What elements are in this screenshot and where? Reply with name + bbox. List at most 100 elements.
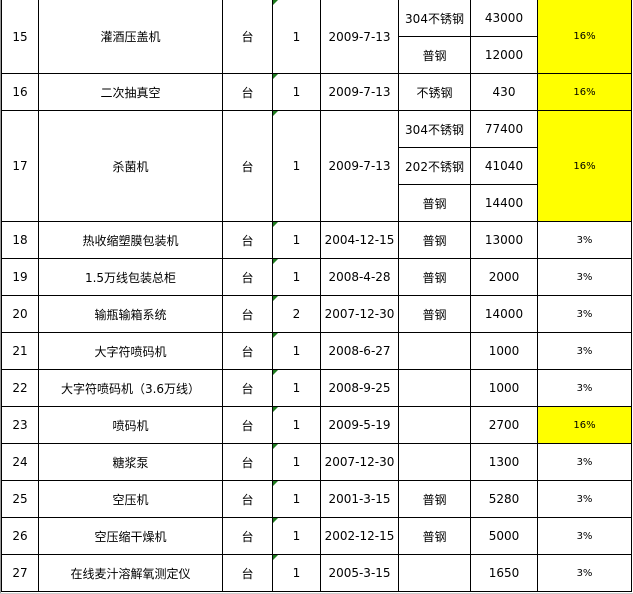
cell-value[interactable]: 77400 [470, 110, 538, 148]
cell-equipment-name[interactable]: 灌酒压盖机 [38, 0, 223, 74]
cell-equipment-name[interactable]: 糖浆泵 [38, 443, 223, 481]
cell-value[interactable]: 14400 [470, 184, 538, 222]
cell-material[interactable]: 不锈钢 [398, 73, 471, 111]
cell-unit[interactable]: 台 [222, 406, 273, 444]
cell-unit[interactable]: 台 [222, 0, 273, 74]
cell-material[interactable]: 普钢 [398, 258, 471, 296]
cell-rate[interactable]: 16% [537, 0, 632, 74]
cell-unit[interactable]: 台 [222, 110, 273, 222]
cell-quantity[interactable]: 1 [272, 0, 321, 74]
cell-quantity[interactable]: 1 [272, 221, 321, 259]
cell-equipment-name[interactable]: 喷码机 [38, 406, 223, 444]
cell-date[interactable]: 2009-5-19 [320, 406, 399, 444]
cell-unit[interactable]: 台 [222, 73, 273, 111]
cell-quantity[interactable]: 1 [272, 480, 321, 518]
cell-index[interactable]: 15 [1, 0, 39, 74]
cell-index[interactable]: 23 [1, 406, 39, 444]
cell-equipment-name[interactable]: 大字符喷码机（3.6万线） [38, 369, 223, 407]
cell-material[interactable]: 304不锈钢 [398, 0, 471, 37]
cell-index[interactable]: 27 [1, 554, 39, 592]
cell-material[interactable] [398, 369, 471, 407]
cell-value[interactable]: 1650 [470, 554, 538, 592]
cell-date[interactable]: 2008-4-28 [320, 258, 399, 296]
cell-equipment-name[interactable]: 在线麦汁溶解氧测定仪 [38, 554, 223, 592]
cell-value[interactable]: 2700 [470, 406, 538, 444]
cell-rate[interactable]: 3% [537, 480, 632, 518]
cell-material[interactable]: 202不锈钢 [398, 147, 471, 185]
cell-date[interactable]: 2002-12-15 [320, 517, 399, 555]
cell-equipment-name[interactable]: 空压机 [38, 480, 223, 518]
cell-rate[interactable]: 3% [537, 295, 632, 333]
cell-material[interactable]: 普钢 [398, 221, 471, 259]
cell-index[interactable]: 26 [1, 517, 39, 555]
cell-unit[interactable]: 台 [222, 369, 273, 407]
cell-quantity[interactable]: 1 [272, 332, 321, 370]
cell-material[interactable] [398, 443, 471, 481]
cell-index[interactable]: 21 [1, 332, 39, 370]
cell-quantity[interactable]: 1 [272, 517, 321, 555]
cell-index[interactable]: 17 [1, 110, 39, 222]
cell-index[interactable]: 25 [1, 480, 39, 518]
cell-unit[interactable]: 台 [222, 295, 273, 333]
cell-unit[interactable]: 台 [222, 554, 273, 592]
cell-material[interactable]: 普钢 [398, 295, 471, 333]
cell-quantity[interactable]: 1 [272, 258, 321, 296]
cell-unit[interactable]: 台 [222, 258, 273, 296]
cell-unit[interactable]: 台 [222, 221, 273, 259]
cell-date[interactable]: 2008-6-27 [320, 332, 399, 370]
cell-value[interactable]: 430 [470, 73, 538, 111]
cell-material[interactable]: 普钢 [398, 517, 471, 555]
cell-material[interactable] [398, 332, 471, 370]
cell-material[interactable] [398, 406, 471, 444]
cell-material[interactable] [398, 554, 471, 592]
cell-value[interactable]: 5280 [470, 480, 538, 518]
cell-date[interactable]: 2008-9-25 [320, 369, 399, 407]
cell-value[interactable]: 13000 [470, 221, 538, 259]
cell-date[interactable]: 2004-12-15 [320, 221, 399, 259]
cell-value[interactable]: 43000 [470, 0, 538, 37]
cell-unit[interactable]: 台 [222, 517, 273, 555]
cell-rate[interactable]: 16% [537, 110, 632, 222]
cell-equipment-name[interactable]: 空压缩干燥机 [38, 517, 223, 555]
cell-material[interactable]: 304不锈钢 [398, 110, 471, 148]
cell-material[interactable]: 普钢 [398, 36, 471, 74]
cell-rate[interactable]: 3% [537, 258, 632, 296]
cell-value[interactable]: 12000 [470, 36, 538, 74]
cell-quantity[interactable]: 2 [272, 295, 321, 333]
cell-date[interactable]: 2001-3-15 [320, 480, 399, 518]
cell-date[interactable]: 2009-7-13 [320, 73, 399, 111]
cell-unit[interactable]: 台 [222, 332, 273, 370]
cell-rate[interactable]: 3% [537, 443, 632, 481]
cell-material[interactable]: 普钢 [398, 480, 471, 518]
cell-date[interactable]: 2005-3-15 [320, 554, 399, 592]
cell-index[interactable]: 22 [1, 369, 39, 407]
cell-equipment-name[interactable]: 输瓶输箱系统 [38, 295, 223, 333]
cell-rate[interactable]: 16% [537, 73, 632, 111]
cell-equipment-name[interactable]: 热收缩塑膜包装机 [38, 221, 223, 259]
cell-quantity[interactable]: 1 [272, 110, 321, 222]
cell-rate[interactable]: 3% [537, 221, 632, 259]
cell-equipment-name[interactable]: 二次抽真空 [38, 73, 223, 111]
cell-index[interactable]: 16 [1, 73, 39, 111]
cell-date[interactable]: 2007-12-30 [320, 295, 399, 333]
cell-quantity[interactable]: 1 [272, 443, 321, 481]
cell-date[interactable]: 2009-7-13 [320, 110, 399, 222]
cell-quantity[interactable]: 1 [272, 369, 321, 407]
cell-unit[interactable]: 台 [222, 443, 273, 481]
cell-value[interactable]: 41040 [470, 147, 538, 185]
cell-material[interactable]: 普钢 [398, 184, 471, 222]
cell-index[interactable]: 20 [1, 295, 39, 333]
cell-date[interactable]: 2009-7-13 [320, 0, 399, 74]
cell-quantity[interactable]: 1 [272, 406, 321, 444]
cell-rate[interactable]: 3% [537, 332, 632, 370]
cell-equipment-name[interactable]: 1.5万线包装总柜 [38, 258, 223, 296]
cell-value[interactable]: 5000 [470, 517, 538, 555]
cell-rate[interactable]: 3% [537, 369, 632, 407]
cell-quantity[interactable]: 1 [272, 73, 321, 111]
cell-index[interactable]: 18 [1, 221, 39, 259]
cell-equipment-name[interactable]: 杀菌机 [38, 110, 223, 222]
cell-value[interactable]: 1000 [470, 332, 538, 370]
cell-value[interactable]: 2000 [470, 258, 538, 296]
cell-index[interactable]: 24 [1, 443, 39, 481]
cell-rate[interactable]: 3% [537, 554, 632, 592]
